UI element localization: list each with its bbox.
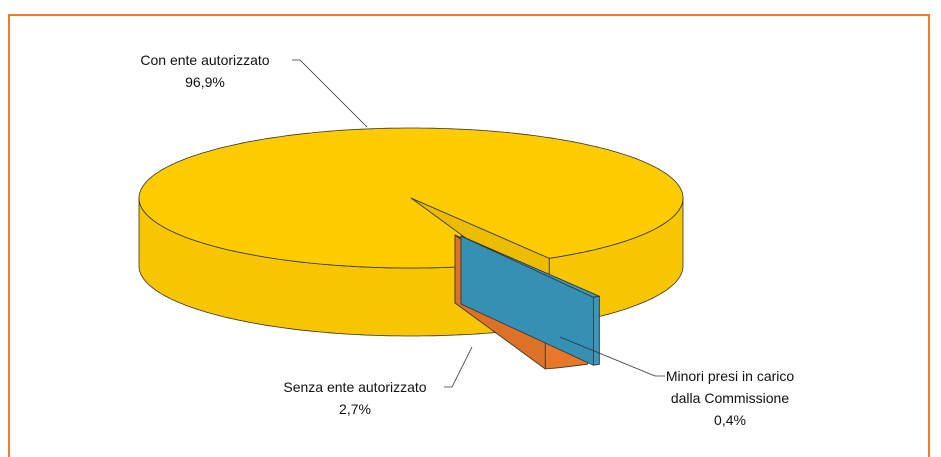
slice-category: Minori presi in carico dalla Commissione bbox=[665, 368, 795, 406]
leader-line bbox=[559, 336, 665, 377]
slice-top bbox=[460, 235, 600, 298]
slice-category: Senza ente autorizzato bbox=[283, 379, 427, 395]
slice-label: Con ente autorizzato 96,9% bbox=[120, 49, 290, 93]
slice-value: 96,9% bbox=[185, 74, 225, 90]
leader-line bbox=[444, 346, 473, 388]
frame bbox=[8, 14, 930, 457]
slice-label: Senza ente autorizzato 2,7% bbox=[260, 376, 450, 420]
slice-top bbox=[138, 127, 684, 269]
slice-value: 2,7% bbox=[339, 401, 371, 417]
slice-category: Con ente autorizzato bbox=[140, 52, 270, 68]
slice-label: Minori presi in carico dalla Commissione… bbox=[660, 365, 800, 431]
slice-side bbox=[593, 295, 600, 366]
slice-value: 0,4% bbox=[714, 412, 746, 428]
leader-line bbox=[292, 59, 368, 128]
